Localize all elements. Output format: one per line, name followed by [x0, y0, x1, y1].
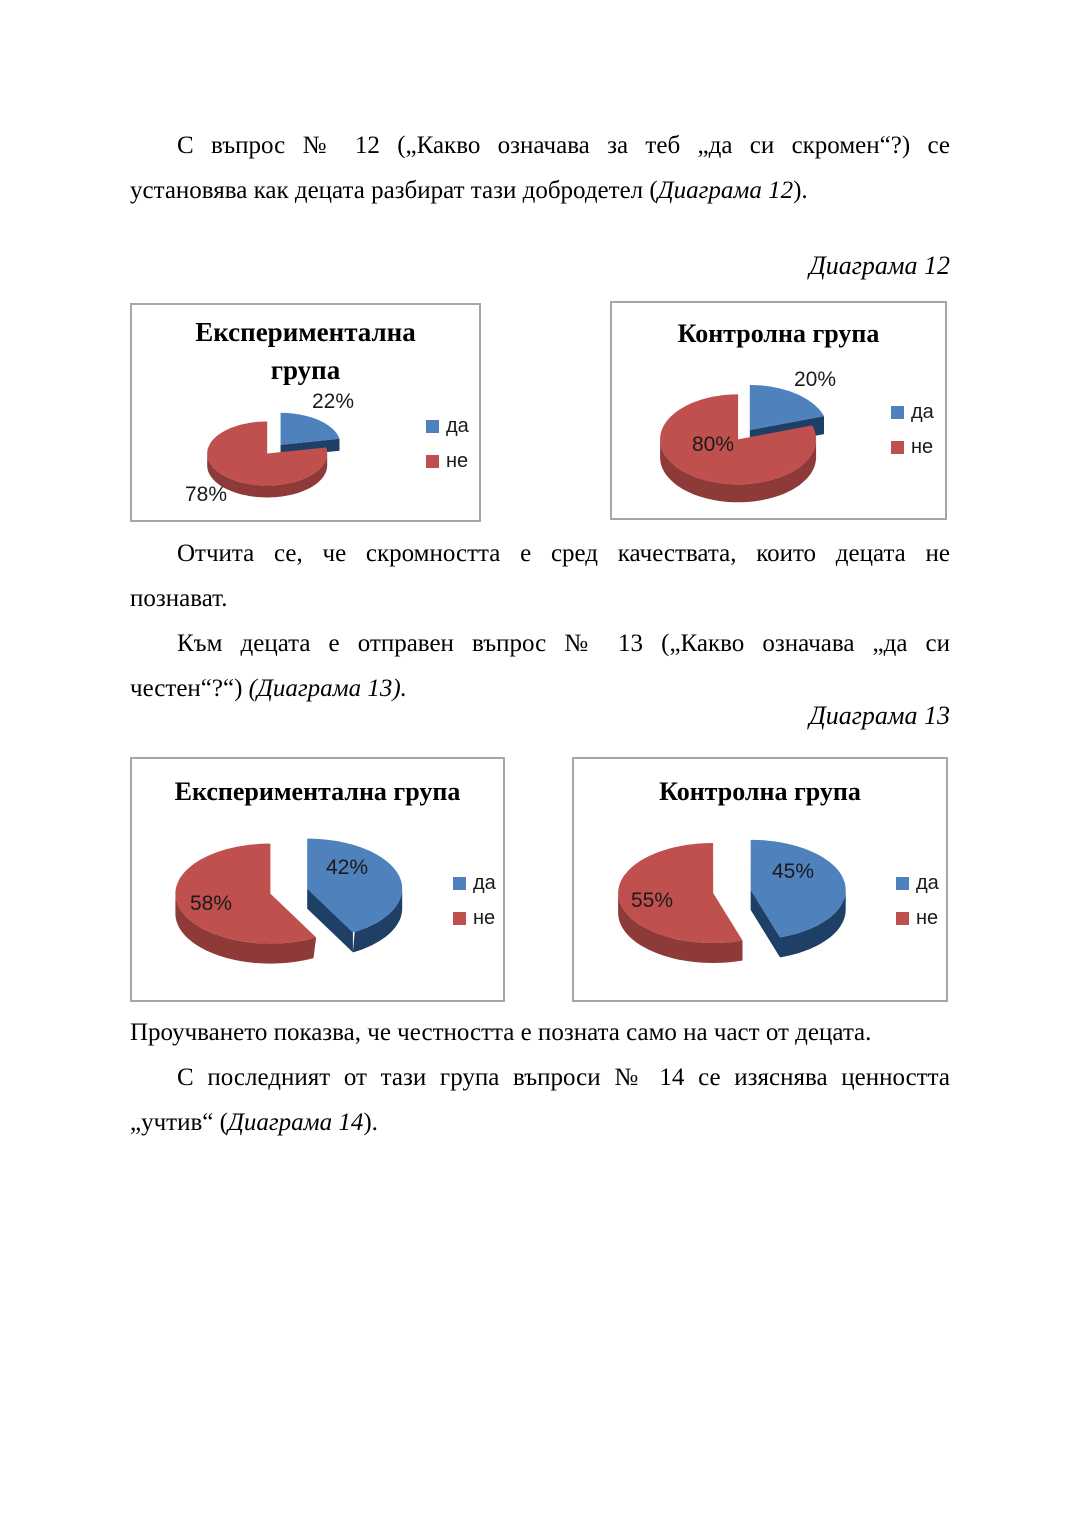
- pie-slice-да: [280, 412, 340, 445]
- chart-title-line: Контролна група: [677, 319, 880, 348]
- text-line: С последният от тази група въпроси № 14 …: [177, 1064, 950, 1091]
- legend-item: да: [453, 872, 496, 894]
- pie-value-label: 58%: [190, 892, 232, 915]
- text-line: познават.: [130, 585, 228, 612]
- chart-title: Експериментална група: [132, 774, 503, 810]
- legend-label: да: [473, 871, 496, 894]
- pie-chart: 22% 78%: [185, 390, 354, 506]
- text-line: честен“?“) (Диаграма 13).: [130, 675, 407, 702]
- legend-label: не: [446, 449, 469, 472]
- pie-slice-да: [749, 385, 824, 430]
- legend-label: не: [911, 435, 934, 458]
- paragraph-honesty-result: Проучването показва, че честността е поз…: [130, 1010, 950, 1055]
- pie-slice-да: [750, 839, 846, 938]
- legend-label: не: [916, 906, 939, 929]
- legend-swatch-no: [891, 440, 904, 454]
- pie-slice-не: [175, 843, 317, 944]
- pie-slice-side: [207, 453, 328, 498]
- legend-label: да: [911, 400, 934, 423]
- legend-swatch-yes: [891, 405, 904, 419]
- pie-value-label: 42%: [326, 856, 368, 879]
- paragraph-modesty-result: Отчита се, че скромността е сред качеств…: [130, 531, 950, 621]
- pie-slice-не: [207, 421, 328, 486]
- pie-slice-не: [618, 843, 743, 943]
- chart-title: Контролна група: [612, 316, 945, 352]
- chart-title-line: Контролна група: [659, 777, 861, 806]
- text-line: Отчита се, че скромността е сред качеств…: [177, 540, 950, 567]
- pie-value-label: 80%: [692, 433, 734, 456]
- legend-item: не: [453, 907, 496, 929]
- legend-item: да: [896, 872, 939, 894]
- legend: да не: [453, 872, 496, 942]
- legend-label: да: [446, 414, 469, 437]
- legend-label: да: [916, 871, 939, 894]
- legend-swatch-no: [896, 911, 909, 925]
- chart-diagram13-control-group: 45% 55% Контролна група да не: [572, 757, 948, 1002]
- text-line: Към децата е отправен въпрос № 13 („Какв…: [177, 630, 950, 657]
- legend: да не: [891, 401, 934, 471]
- text-line: „учтив“ (Диаграма 14).: [130, 1109, 378, 1136]
- pie-slice-не: [660, 394, 817, 485]
- pie-value-label: 20%: [794, 368, 836, 391]
- legend: да не: [426, 415, 469, 485]
- pie-slice-side: [618, 893, 743, 963]
- legend-swatch-no: [426, 454, 439, 468]
- paragraph-question-12: С въпрос № 12 („Какво означава за теб „д…: [130, 123, 950, 213]
- pie-value-label: 78%: [185, 483, 227, 506]
- pie-slice-side: [780, 889, 846, 958]
- paragraph-question-14: С последният от тази група въпроси № 14 …: [130, 1055, 950, 1145]
- pie-slice-side: [307, 888, 353, 953]
- figure-label-diagram-13: Диаграма 13: [809, 701, 950, 730]
- legend-item: да: [891, 401, 934, 423]
- legend-item: не: [891, 436, 934, 458]
- chart-title: Контролна група: [574, 774, 946, 810]
- legend: да не: [896, 872, 939, 942]
- pie-value-label: 22%: [312, 390, 354, 413]
- chart-title-line: Експериментална група: [174, 777, 461, 806]
- legend-swatch-yes: [453, 876, 466, 890]
- chart-diagram12-experimental-group: 22% 78% Експериментална група да не: [130, 303, 481, 522]
- legend-swatch-yes: [426, 419, 439, 433]
- legend-swatch-yes: [896, 876, 909, 890]
- pie-slice-side: [352, 888, 403, 953]
- figure-label-diagram-12: Диаграма 12: [809, 251, 950, 280]
- legend-item: не: [896, 907, 939, 929]
- pie-slice-да: [307, 838, 403, 933]
- pie-value-label: 45%: [772, 860, 814, 883]
- pie-chart: 20% 80%: [660, 368, 836, 503]
- legend-swatch-no: [453, 911, 466, 925]
- pie-chart: 42% 58%: [175, 838, 403, 964]
- chart-diagram12-control-group: 20% 80% Контролна група да не: [610, 301, 947, 520]
- legend-item: да: [426, 415, 469, 437]
- text-line: Проучването показва, че честността е поз…: [130, 1019, 872, 1046]
- pie-chart: 45% 55%: [618, 839, 846, 963]
- legend-item: не: [426, 450, 469, 472]
- chart-title-line: Експериментална: [195, 317, 416, 347]
- legend-label: не: [473, 906, 496, 929]
- text-line: С въпрос № 12 („Какво означава за теб „д…: [177, 132, 950, 159]
- chart-title: Експериментална група: [132, 313, 479, 389]
- pie-slice-side: [750, 889, 780, 958]
- pie-value-label: 55%: [631, 889, 673, 912]
- chart-diagram13-experimental-group: 42% 58% Експериментална група да не: [130, 757, 505, 1002]
- chart-title-line: група: [270, 355, 341, 385]
- pie-slice-side: [175, 895, 317, 964]
- text-line: установява как децата разбират тази добр…: [130, 177, 808, 204]
- pie-slice-side: [660, 439, 817, 503]
- paragraph-question-13: Към децата е отправен въпрос № 13 („Какв…: [130, 621, 950, 711]
